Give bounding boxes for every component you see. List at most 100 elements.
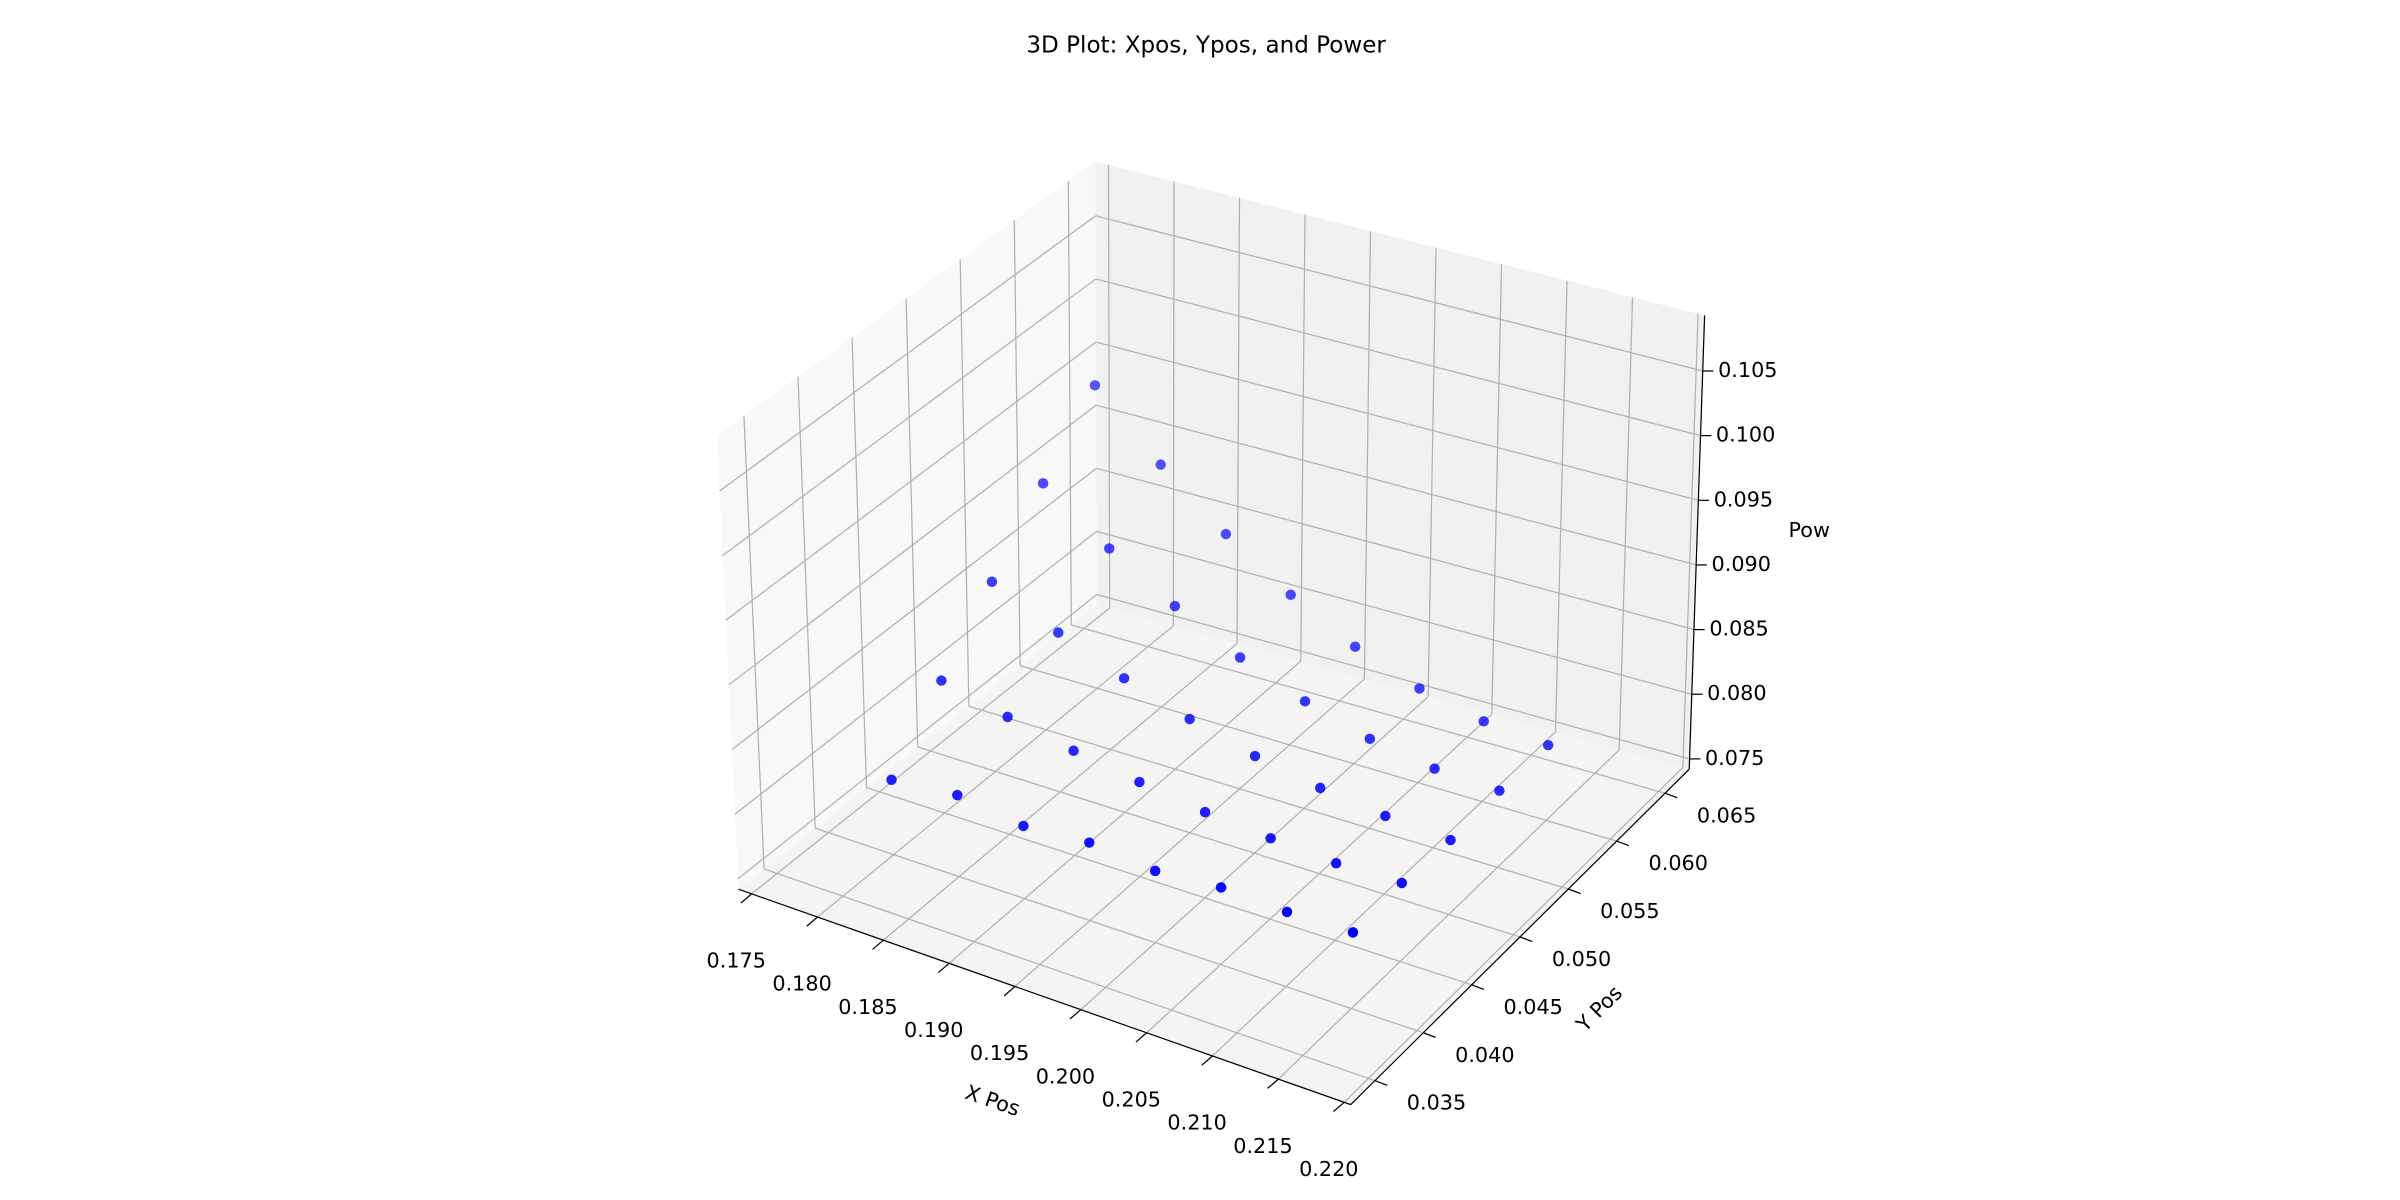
point [1542, 739, 1554, 751]
y-tick [1374, 1080, 1388, 1086]
x-tick-label: 0.200 [1036, 1064, 1095, 1088]
x-tick-label: 0.205 [1102, 1088, 1161, 1112]
y-tick-label: 0.045 [1503, 995, 1562, 1019]
grid-line [1096, 593, 1690, 760]
x-tick [1135, 1032, 1148, 1043]
point [1478, 716, 1490, 727]
y-tick-label: 0.060 [1649, 851, 1708, 875]
pane-back [1095, 161, 1705, 770]
z-tick-label: 0.095 [1714, 487, 1773, 511]
grid-line [1682, 313, 1699, 768]
grid-line [866, 786, 1472, 986]
grid-line [968, 705, 1569, 890]
point [1184, 713, 1195, 725]
x-tick-label: 0.180 [772, 972, 831, 996]
point [1347, 927, 1359, 938]
z-axis-label: Pow [1789, 518, 1830, 542]
grid-line [1095, 341, 1699, 501]
y-tick [1519, 936, 1533, 943]
x-tick-label: 0.220 [1299, 1157, 1358, 1181]
x-tick [806, 916, 818, 927]
z-tick-label: 0.075 [1705, 746, 1764, 770]
pane-left [716, 161, 1097, 890]
grid-line [725, 341, 1097, 621]
point [1380, 810, 1391, 822]
point [1396, 877, 1408, 889]
point [1084, 837, 1095, 848]
grid-line [1363, 231, 1372, 679]
grid-line [734, 530, 1098, 815]
points [886, 380, 1554, 938]
z-axis-line [1688, 315, 1706, 770]
point [1220, 528, 1232, 540]
point [1199, 806, 1211, 818]
grid-line [1491, 264, 1503, 715]
point [1445, 834, 1456, 846]
grid-line [731, 467, 1097, 751]
point [1330, 858, 1342, 869]
point [1104, 543, 1115, 554]
point [1149, 865, 1161, 877]
grid-line [1427, 247, 1437, 697]
y-tick-label: 0.035 [1407, 1091, 1466, 1115]
z-tick-label: 0.100 [1716, 423, 1775, 447]
grid-line [763, 868, 1376, 1082]
x-tick [740, 893, 753, 904]
point [1002, 711, 1013, 723]
x-tick [1069, 1009, 1082, 1020]
point [1169, 600, 1181, 612]
grid-line [1095, 278, 1701, 437]
grid-line [1095, 215, 1703, 372]
point [1155, 459, 1166, 470]
grid-line [719, 215, 1096, 492]
grid [719, 164, 1703, 1103]
point [1089, 380, 1101, 391]
grid-line [815, 827, 1424, 1034]
grid-line [728, 404, 1097, 686]
x-tick-label: 0.175 [707, 949, 766, 973]
z-tick-label: 0.085 [1709, 617, 1768, 641]
x-tick [1201, 1055, 1213, 1066]
grid-line [917, 746, 1521, 938]
grid-line [1300, 214, 1306, 662]
grid-line [1096, 530, 1692, 695]
point [1299, 696, 1311, 707]
point [1052, 627, 1064, 638]
point [1134, 776, 1145, 788]
point [1364, 733, 1376, 745]
point [1215, 882, 1227, 893]
grid-line [1096, 467, 1695, 631]
grid-line [1554, 280, 1568, 733]
y-tick-label: 0.065 [1697, 803, 1756, 827]
grid-line [1172, 181, 1175, 626]
z-tick-label: 0.090 [1712, 552, 1771, 576]
x-tick [872, 939, 884, 950]
x-tick [1333, 1101, 1345, 1112]
z-tick-label: 0.080 [1707, 681, 1766, 705]
x-tick [937, 962, 950, 974]
y-tick [1423, 1032, 1436, 1038]
x-tick-label: 0.190 [904, 1018, 963, 1042]
grid-line [1618, 297, 1634, 750]
point [1037, 478, 1049, 489]
x-tick-label: 0.185 [838, 995, 897, 1019]
y-tick [1568, 888, 1581, 895]
point [936, 675, 947, 686]
point [1429, 763, 1440, 774]
point [1249, 750, 1261, 762]
x-tick-label: 0.215 [1233, 1134, 1292, 1158]
panes [716, 161, 1705, 1105]
point [1281, 906, 1293, 918]
point [986, 576, 998, 587]
point [1018, 820, 1029, 832]
pane-floor [738, 604, 1690, 1105]
point [1265, 833, 1276, 844]
x-tick [1267, 1078, 1279, 1089]
grid-line [737, 594, 1098, 880]
point [1349, 641, 1361, 652]
y-tick [1471, 984, 1485, 991]
point [1068, 745, 1079, 756]
x-tick-label: 0.195 [970, 1041, 1029, 1065]
